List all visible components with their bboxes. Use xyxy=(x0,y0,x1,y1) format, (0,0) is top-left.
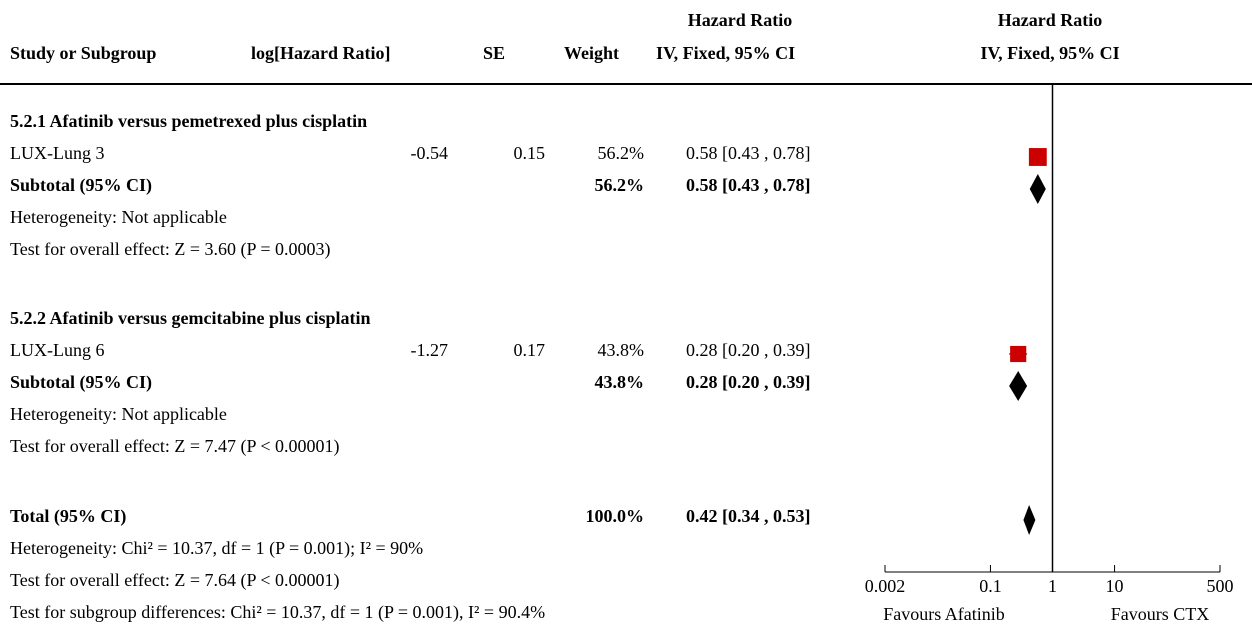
study-column-header: Study or Subgroup xyxy=(10,43,157,63)
subtotal-ci: 0.28 [0.20 , 0.39] xyxy=(686,372,811,392)
study-name: LUX-Lung 6 xyxy=(10,340,105,360)
total-overall-effect-text: Test for overall effect: Z = 7.64 (P < 0… xyxy=(10,570,340,590)
plot-header-top: Hazard Ratio xyxy=(997,10,1103,30)
total-heterogeneity-text: Heterogeneity: Chi² = 10.37, df = 1 (P =… xyxy=(10,538,424,558)
x-axis-tick-label: 0.1 xyxy=(979,576,1002,596)
total-ci: 0.42 [0.34 , 0.53] xyxy=(686,506,811,526)
x-axis-tick-label: 0.002 xyxy=(865,576,906,596)
heterogeneity-text: Heterogeneity: Not applicable xyxy=(10,404,227,424)
study-weight: 43.8% xyxy=(597,340,645,360)
favours-right-label: Favours CTX xyxy=(1111,604,1210,624)
subgroup-title: 5.2.1 Afatinib versus pemetrexed plus ci… xyxy=(10,111,368,131)
study-loghr: -0.54 xyxy=(410,143,449,163)
total-diamond xyxy=(1023,505,1036,535)
subtotal-diamond xyxy=(1009,371,1028,401)
heterogeneity-text: Heterogeneity: Not applicable xyxy=(10,207,227,227)
x-axis-tick-label: 1 xyxy=(1048,576,1057,596)
subtotal-diamond xyxy=(1029,174,1046,204)
subgroup-title: 5.2.2 Afatinib versus gemcitabine plus c… xyxy=(10,308,371,328)
study-marker xyxy=(1028,148,1047,166)
hr-column-header-top: Hazard Ratio xyxy=(687,10,793,30)
subtotal-label: Subtotal (95% CI) xyxy=(10,372,153,392)
overall-effect-text: Test for overall effect: Z = 3.60 (P = 0… xyxy=(10,239,331,259)
study-ci: 0.58 [0.43 , 0.78] xyxy=(686,143,811,163)
se-column-header: SE xyxy=(483,43,506,63)
subtotal-ci: 0.58 [0.43 , 0.78] xyxy=(686,175,811,195)
favours-left-label: Favours Afatinib xyxy=(883,604,1005,624)
subtotal-label: Subtotal (95% CI) xyxy=(10,175,153,195)
study-weight: 56.2% xyxy=(597,143,645,163)
study-name: LUX-Lung 3 xyxy=(10,143,105,163)
study-se: 0.15 xyxy=(513,143,546,163)
total-weight: 100.0% xyxy=(585,506,645,526)
loghr-column-header: log[Hazard Ratio] xyxy=(251,43,391,63)
subtotal-weight: 43.8% xyxy=(594,372,645,392)
x-axis-tick-label: 10 xyxy=(1106,576,1124,596)
overall-effect-text: Test for overall effect: Z = 7.47 (P < 0… xyxy=(10,436,340,456)
x-axis-tick-label: 500 xyxy=(1207,576,1234,596)
study-ci: 0.28 [0.20 , 0.39] xyxy=(686,340,811,360)
study-marker xyxy=(1010,345,1027,363)
weight-column-header: Weight xyxy=(564,43,620,63)
study-se: 0.17 xyxy=(513,340,546,360)
hr-column-header-sub: IV, Fixed, 95% CI xyxy=(656,43,796,63)
study-loghr: -1.27 xyxy=(410,340,449,360)
header-rule xyxy=(0,83,1252,85)
subtotal-weight: 56.2% xyxy=(594,175,645,195)
subgroup-differences-text: Test for subgroup differences: Chi² = 10… xyxy=(10,602,546,622)
total-label: Total (95% CI) xyxy=(10,506,127,526)
plot-header-sub: IV, Fixed, 95% CI xyxy=(980,43,1120,63)
